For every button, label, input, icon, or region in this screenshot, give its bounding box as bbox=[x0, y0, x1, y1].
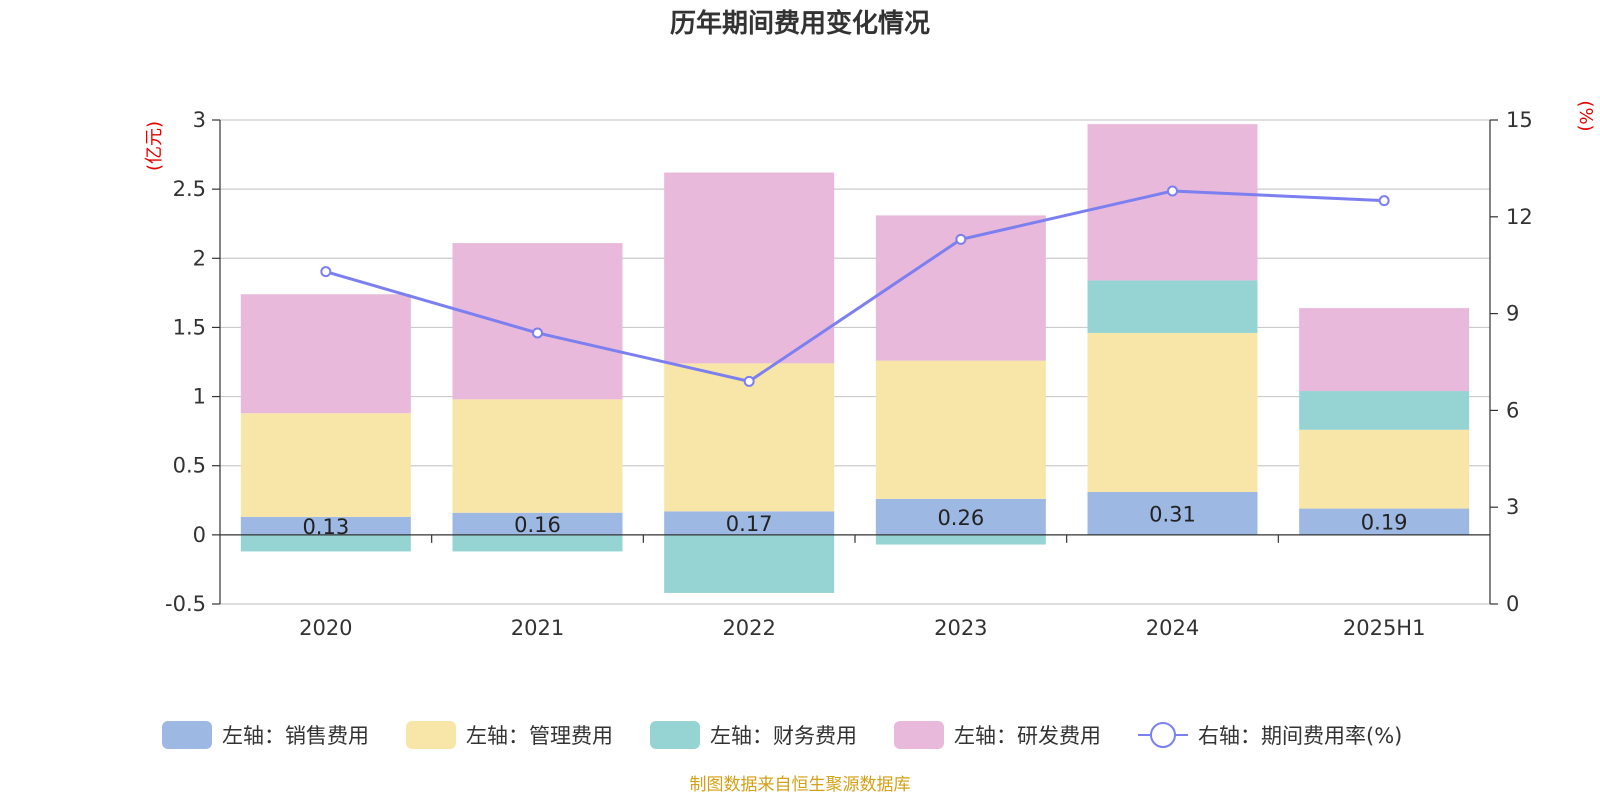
rate-point bbox=[320, 266, 332, 278]
left-axis-unit: (亿元) bbox=[144, 121, 165, 171]
right-tick-label: 3 bbox=[1506, 495, 1519, 519]
bar-segment bbox=[1087, 124, 1258, 281]
bar-segment bbox=[1087, 280, 1258, 333]
bar-segment bbox=[1087, 491, 1258, 535]
gridlines bbox=[220, 119, 1490, 605]
bar-segment bbox=[240, 534, 411, 552]
bar-segment bbox=[240, 413, 411, 517]
bar-segment bbox=[875, 498, 1046, 535]
bar-value-label: 0.31 bbox=[1149, 502, 1196, 526]
bar-segment bbox=[1299, 308, 1470, 392]
bar-segment bbox=[664, 534, 835, 593]
legend-label: 左轴：销售费用 bbox=[222, 724, 369, 748]
legend-label: 左轴：财务费用 bbox=[710, 724, 857, 748]
left-tick-label: 3 bbox=[193, 108, 206, 132]
legend-marker bbox=[1150, 722, 1176, 748]
left-tick-label: -0.5 bbox=[165, 592, 206, 616]
x-tick-label: 2020 bbox=[299, 616, 352, 640]
bar-segment bbox=[240, 516, 411, 535]
right-tick-label: 15 bbox=[1506, 108, 1533, 132]
bar-segment bbox=[1299, 508, 1470, 535]
x-tick-label: 2023 bbox=[934, 616, 987, 640]
bar-segment bbox=[664, 172, 835, 364]
left-tick-label: 1 bbox=[193, 385, 206, 409]
right-tick-label: 6 bbox=[1506, 398, 1519, 422]
bar-segment bbox=[875, 360, 1046, 499]
bar-value-label: 0.17 bbox=[726, 512, 773, 536]
bar-series-group bbox=[240, 124, 1470, 593]
right-tick-label: 0 bbox=[1506, 592, 1519, 616]
bar-value-label: 0.26 bbox=[937, 506, 984, 530]
rate-point bbox=[743, 375, 755, 387]
bar-segment bbox=[452, 512, 623, 535]
legend-label: 左轴：研发费用 bbox=[954, 724, 1101, 748]
left-tick-label: 2 bbox=[193, 246, 206, 270]
bar-segment bbox=[1299, 391, 1470, 430]
right-axis-unit: (%) bbox=[1575, 100, 1596, 131]
rate-point bbox=[1378, 195, 1390, 207]
rate-line bbox=[325, 189, 1385, 383]
legend: 左轴：销售费用 左轴：管理费用 左轴：财务费用 左轴：研发费用 右轴：期间费用率(%) bbox=[162, 721, 1402, 749]
rate-point bbox=[955, 233, 967, 245]
left-tick-label: 0 bbox=[193, 523, 206, 547]
bar-segment bbox=[664, 363, 835, 512]
x-tick-label: 2021 bbox=[511, 616, 564, 640]
x-tick-label: 2024 bbox=[1146, 616, 1199, 640]
bar-segment bbox=[875, 534, 1046, 545]
right-tick-label: 9 bbox=[1506, 302, 1519, 326]
right-tick-label: 12 bbox=[1506, 205, 1533, 229]
left-tick-label: 2.5 bbox=[173, 177, 206, 201]
legend-label: 左轴：管理费用 bbox=[466, 724, 613, 748]
legend-swatch bbox=[162, 721, 212, 749]
source-note: 制图数据来自恒生聚源数据库 bbox=[690, 775, 911, 795]
bar-segment bbox=[664, 511, 835, 535]
rate-point bbox=[1167, 185, 1178, 197]
chart-title: 历年期间费用变化情况 bbox=[670, 8, 930, 39]
axes: -0.5 0 0.5 1 1.5 2 2.5 3 0 3 6 9 12 15 2020 2021 2022 202… bbox=[165, 108, 1533, 640]
x-tick-label: 2025H1 bbox=[1343, 616, 1426, 640]
rate-point bbox=[532, 327, 543, 339]
line-series-group bbox=[320, 185, 1390, 387]
x-tick-label: 2022 bbox=[722, 616, 775, 640]
legend-swatch bbox=[406, 721, 456, 749]
legend-label: 右轴：期间费用率(%) bbox=[1198, 724, 1402, 748]
bar-segment bbox=[1087, 332, 1258, 492]
bar-value-label: 0.13 bbox=[302, 515, 349, 539]
bar-segment bbox=[452, 399, 623, 513]
bar-value-label: 0.16 bbox=[514, 513, 561, 537]
left-tick-label: 1.5 bbox=[173, 315, 206, 339]
value-labels: 0.13 0.16 0.17 0.26 0.31 0.19 bbox=[302, 502, 1407, 538]
bar-segment bbox=[452, 243, 623, 400]
bar-value-label: 0.19 bbox=[1361, 511, 1408, 535]
legend-swatch bbox=[650, 721, 700, 749]
legend-swatch bbox=[894, 721, 944, 749]
bar-segment bbox=[240, 294, 411, 414]
bar-segment bbox=[452, 534, 623, 552]
bar-segment bbox=[1299, 429, 1470, 509]
left-tick-label: 0.5 bbox=[173, 454, 206, 478]
